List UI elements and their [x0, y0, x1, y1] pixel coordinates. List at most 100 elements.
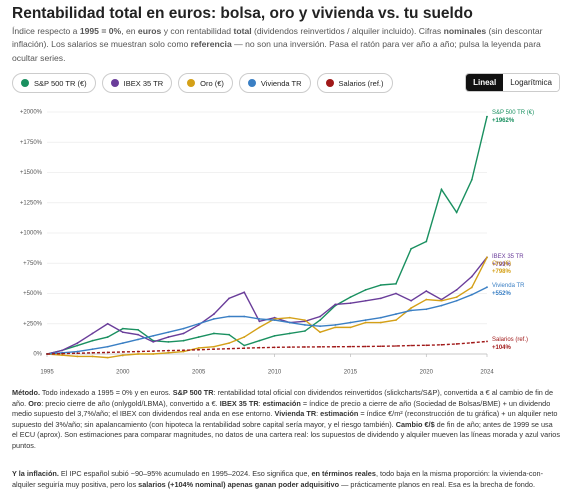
text: Todo indexado a 1995 = 0% y en euros.: [39, 388, 173, 397]
point: [258, 326, 261, 329]
point: [319, 345, 322, 348]
point: [61, 354, 64, 357]
point: [228, 297, 230, 300]
text: , en: [121, 26, 138, 36]
end-label-value: +799%: [492, 262, 512, 268]
bold-text: Cambio €/$: [395, 419, 435, 429]
point: [379, 284, 382, 286]
point: [243, 336, 246, 338]
point: [319, 331, 322, 334]
point: [379, 297, 382, 300]
subtitle: Índice respecto a 1995 = 0%, en euros y …: [12, 25, 552, 65]
text: = índice €/m² (reconstrucción de tu gráf…: [12, 409, 558, 429]
point: [152, 334, 155, 337]
scale-button[interactable]: Logarítmica: [503, 74, 559, 91]
text: : rentabilidad total oficial con dividen…: [12, 388, 554, 408]
end-label-name: IBEX 35 TR: [492, 254, 524, 260]
point: [288, 346, 291, 349]
point: [455, 296, 458, 299]
method-note: Método. Todo indexado a 1995 = 0% y en e…: [12, 388, 560, 452]
point: [91, 348, 94, 351]
point: [319, 325, 322, 328]
point: [364, 321, 367, 324]
point: [395, 282, 397, 285]
point: [319, 319, 322, 322]
bold-text: referencia: [190, 39, 232, 50]
point: [167, 349, 170, 352]
bold-text: Y la inflación.: [12, 469, 59, 478]
text: El IPC español subió ~90–95% acumulado e…: [58, 469, 312, 478]
point: [319, 315, 322, 318]
end-label-name: Vivienda TR: [492, 283, 525, 289]
point: [425, 290, 428, 292]
x-tick-label: 1995: [40, 370, 54, 376]
point: [137, 333, 139, 336]
legend-label: IBEX 35 TR: [123, 78, 164, 88]
point: [76, 355, 79, 358]
point: [410, 307, 413, 309]
legend-item[interactable]: Salarios (ref.): [316, 73, 393, 93]
point: [410, 299, 413, 302]
point: [91, 332, 94, 335]
point: [258, 318, 261, 320]
point: [410, 247, 413, 250]
point: [212, 348, 215, 351]
point: [349, 296, 352, 299]
legend-item[interactable]: Oro (€): [178, 73, 233, 93]
text: — no son una inversión. Pasa el ratón pa…: [12, 39, 541, 63]
point: [258, 346, 261, 349]
legend-dot: [110, 79, 119, 87]
point: [304, 319, 306, 322]
bold-text: IBEX 35 TR: [219, 398, 259, 408]
point: [334, 326, 337, 329]
legend-dot: [187, 79, 196, 87]
point: [379, 316, 382, 319]
point: [61, 352, 64, 355]
point: [197, 348, 200, 351]
end-label-value: +1962%: [492, 118, 515, 124]
text: de fin de año; antes de 1999 se usa el E…: [12, 419, 560, 450]
point: [121, 354, 124, 357]
point: [349, 345, 352, 348]
series-line: [46, 286, 488, 355]
point: [91, 339, 94, 342]
point: [288, 316, 291, 319]
point: [410, 309, 413, 312]
point: [76, 352, 79, 355]
legend-dot: [21, 79, 29, 87]
point: [334, 324, 337, 326]
point: [334, 303, 337, 306]
text: (dividendos reinvertidos / alquiler incl…: [251, 26, 444, 36]
point: [76, 344, 79, 347]
point: [440, 304, 443, 307]
x-tick-label: 2000: [116, 370, 130, 376]
point: [395, 345, 397, 347]
point: [121, 331, 124, 334]
end-label-value: +552%: [492, 291, 512, 297]
point: [395, 292, 397, 295]
legend-item[interactable]: S&P 500 TR (€): [12, 73, 96, 93]
point: [288, 321, 291, 324]
point: [304, 330, 306, 332]
end-label-value: +798%: [492, 269, 512, 275]
x-tick-label: 2020: [420, 370, 434, 376]
y-tick-label: 0%: [33, 352, 42, 358]
bold-text: S&P 500 TR: [172, 388, 214, 397]
point: [182, 350, 185, 353]
end-label-name: Salarios (ref.): [492, 337, 528, 343]
point: [121, 342, 124, 345]
point: [425, 240, 428, 243]
legend-item[interactable]: IBEX 35 TR: [101, 73, 173, 93]
point: [379, 321, 382, 324]
legend-item[interactable]: Vivienda TR: [238, 73, 311, 93]
scale-button[interactable]: Lineal: [466, 74, 504, 91]
series-line: [46, 257, 488, 359]
point: [470, 293, 473, 296]
point: [182, 339, 185, 342]
end-label-name: Oro (€): [492, 261, 511, 267]
point: [349, 321, 352, 324]
point: [455, 288, 458, 291]
x-tick-label: 2015: [344, 370, 358, 376]
text: Índice respecto a: [12, 26, 80, 36]
